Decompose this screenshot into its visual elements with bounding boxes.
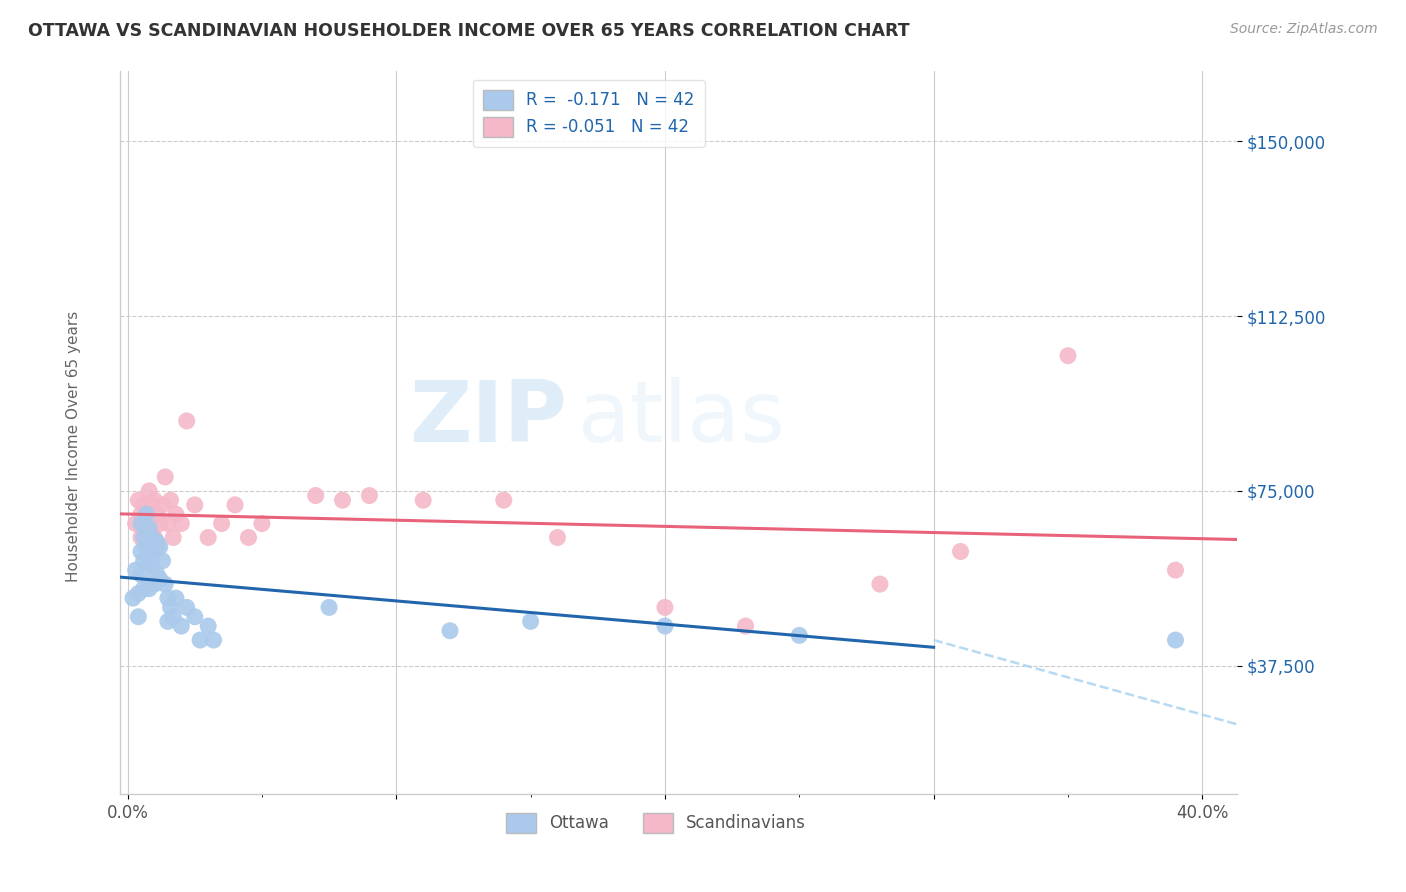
Point [159, 493, 181, 508]
Point [127, 493, 149, 508]
Point [305, 489, 328, 503]
Point [188, 633, 211, 648]
Point [176, 600, 198, 615]
Point [184, 609, 207, 624]
Point [439, 624, 461, 638]
Point [132, 531, 155, 545]
Point [141, 558, 163, 573]
Text: Source: ZipAtlas.com: Source: ZipAtlas.com [1230, 22, 1378, 37]
Point [138, 554, 160, 568]
Text: OTTAWA VS SCANDINAVIAN HOUSEHOLDER INCOME OVER 65 YEARS CORRELATION CHART: OTTAWA VS SCANDINAVIAN HOUSEHOLDER INCOM… [28, 22, 910, 40]
Point [202, 633, 225, 648]
Point [132, 582, 155, 596]
Point [152, 498, 174, 512]
Point [318, 600, 340, 615]
Point [197, 619, 219, 633]
Point [492, 493, 515, 508]
Point [138, 516, 160, 531]
Point [224, 498, 246, 512]
Point [132, 498, 155, 512]
Point [153, 577, 176, 591]
Legend: Ottawa, Scandinavians: Ottawa, Scandinavians [499, 806, 813, 839]
Point [949, 544, 972, 558]
Point [127, 586, 149, 600]
Point [519, 615, 541, 629]
Point [138, 521, 160, 535]
Point [238, 531, 260, 545]
Point [332, 493, 354, 508]
Point [159, 600, 181, 615]
Point [146, 540, 169, 554]
Point [132, 531, 155, 545]
Point [165, 591, 187, 606]
Point [152, 554, 174, 568]
Point [141, 498, 163, 512]
Point [165, 507, 187, 521]
Point [146, 507, 169, 521]
Point [143, 531, 166, 545]
Point [170, 619, 193, 633]
Point [143, 544, 166, 558]
Point [1164, 633, 1187, 648]
Point [135, 540, 157, 554]
Point [124, 516, 146, 531]
Point [162, 531, 184, 545]
Point [359, 489, 381, 503]
Point [141, 531, 163, 545]
Point [156, 516, 179, 531]
Point [129, 531, 152, 545]
Text: Householder Income Over 65 years: Householder Income Over 65 years [66, 310, 80, 582]
Point [156, 591, 179, 606]
Point [146, 535, 169, 549]
Point [141, 525, 163, 540]
Point [138, 483, 160, 498]
Point [734, 619, 756, 633]
Point [156, 615, 179, 629]
Point [138, 582, 160, 596]
Point [146, 567, 169, 582]
Point [162, 609, 184, 624]
Point [143, 577, 166, 591]
Point [129, 507, 152, 521]
Point [135, 507, 157, 521]
Point [149, 540, 172, 554]
Point [1057, 349, 1080, 363]
Point [787, 628, 810, 642]
Point [1164, 563, 1187, 577]
Point [124, 563, 146, 577]
Point [176, 414, 198, 428]
Point [129, 544, 152, 558]
Point [129, 567, 152, 582]
Point [153, 470, 176, 484]
Point [149, 573, 172, 587]
Point [170, 516, 193, 531]
Point [129, 516, 152, 531]
Point [412, 493, 434, 508]
Point [184, 498, 207, 512]
Point [143, 493, 166, 508]
Point [654, 619, 676, 633]
Point [132, 554, 155, 568]
Point [122, 591, 145, 606]
Point [250, 516, 273, 531]
Point [135, 512, 157, 526]
Point [654, 600, 676, 615]
Point [211, 516, 233, 531]
Point [869, 577, 891, 591]
Point [547, 531, 569, 545]
Point [197, 531, 219, 545]
Text: atlas: atlas [578, 376, 786, 459]
Text: ZIP: ZIP [409, 376, 567, 459]
Point [127, 609, 149, 624]
Point [149, 516, 172, 531]
